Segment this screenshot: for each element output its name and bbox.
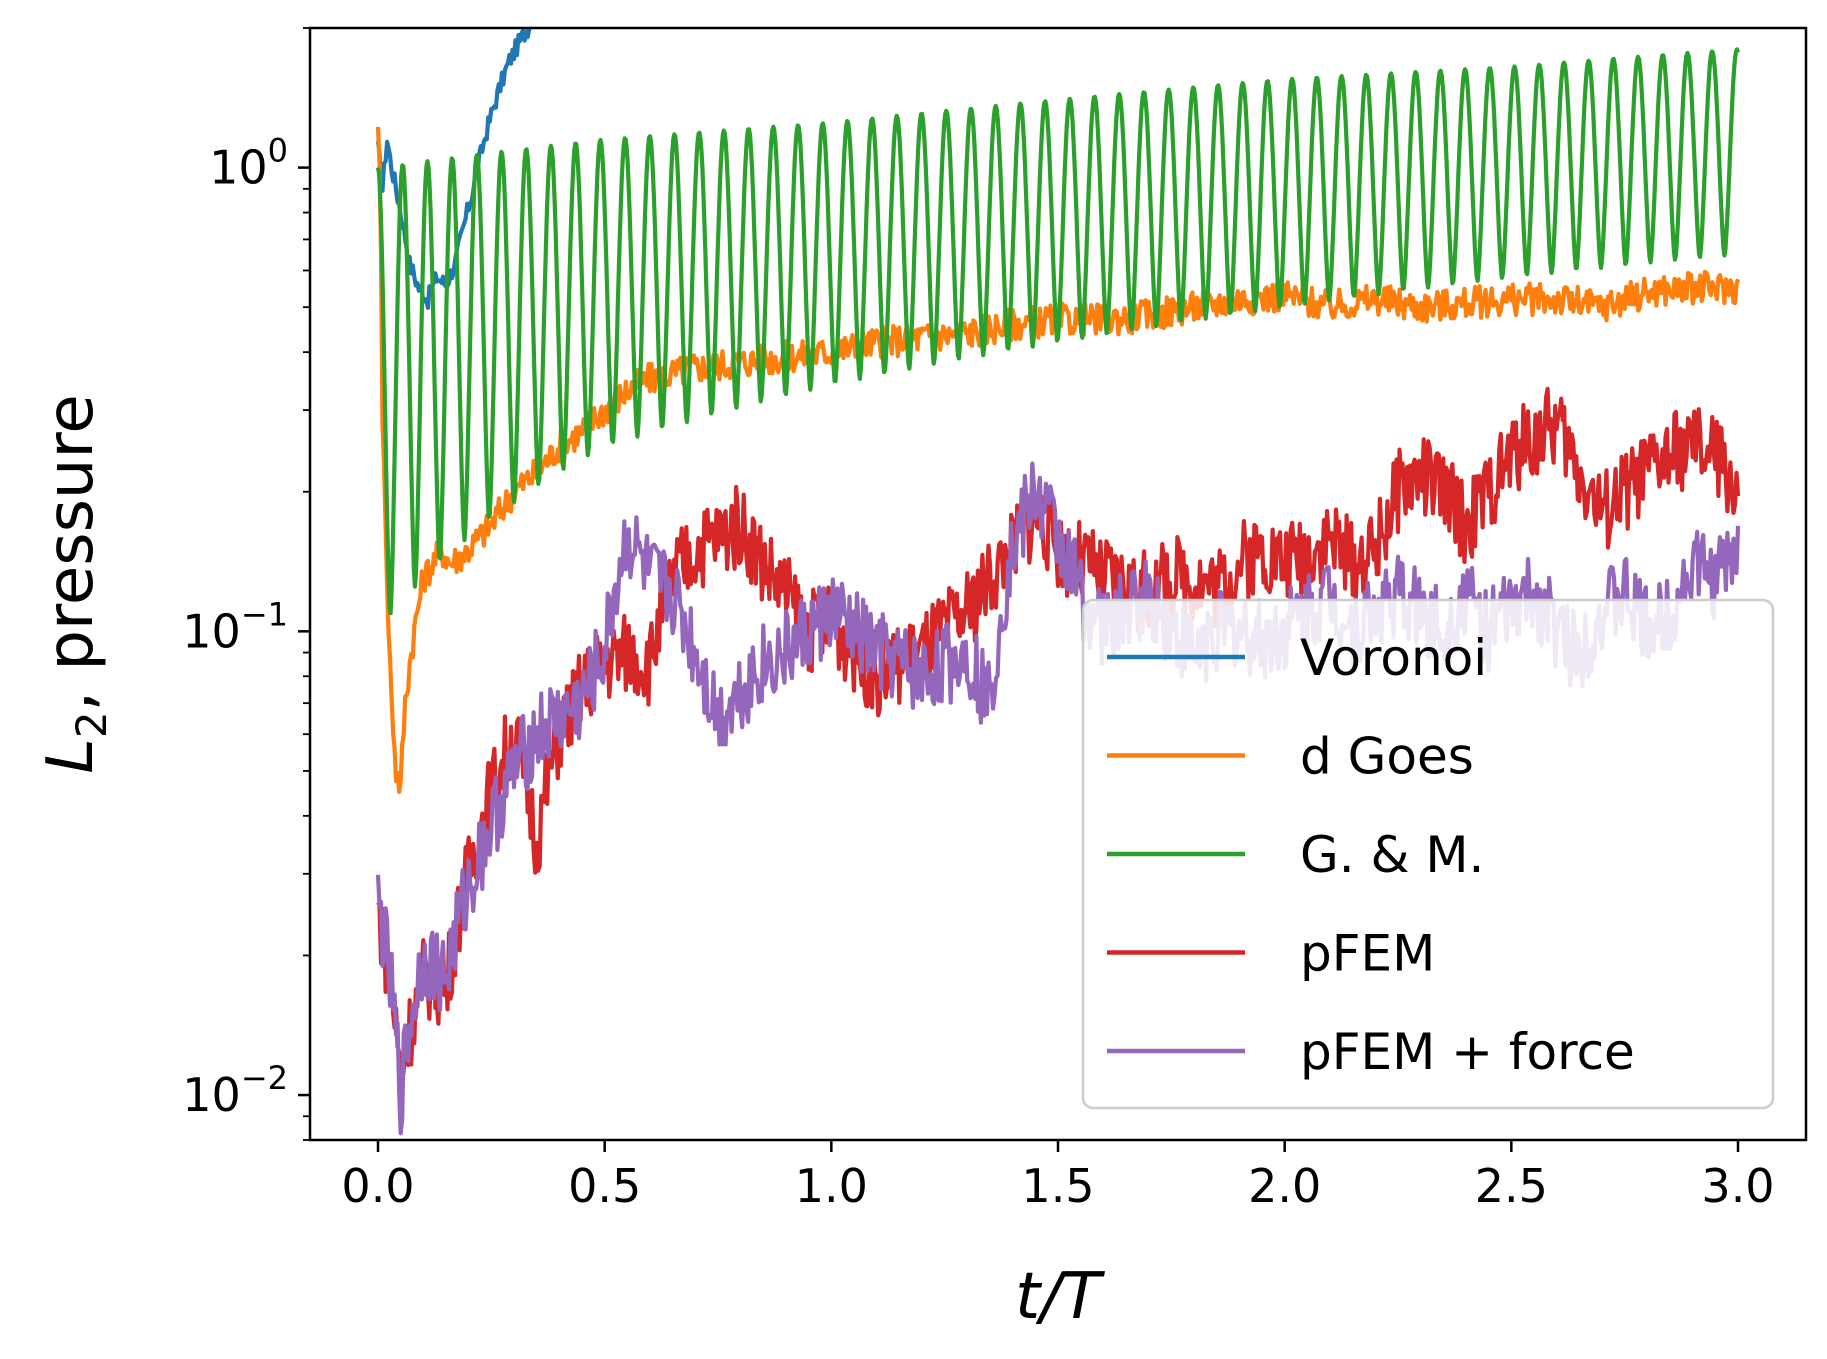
y-tick-label: 10−2 xyxy=(182,1059,288,1122)
y-tick-label: 10−1 xyxy=(182,595,288,658)
y-axis-title-rest: , pressure xyxy=(34,394,108,711)
x-tick-label: 0.5 xyxy=(568,1159,641,1213)
legend-label: d Goes xyxy=(1300,728,1474,786)
x-tick-label: 0.0 xyxy=(341,1159,414,1213)
legend-label: Voronoi xyxy=(1300,629,1487,687)
legend-label: pFEM + force xyxy=(1300,1023,1635,1081)
y-tick-label: 100 xyxy=(209,132,288,195)
y-axis-title-subscript: 2 xyxy=(67,711,116,738)
x-tick-label: 2.5 xyxy=(1475,1159,1548,1213)
x-axis-title: t/T xyxy=(1015,1260,1106,1334)
x-axis: 0.0 0.5 1.0 1.5 2.0 2.5 3.0 xyxy=(341,1140,1775,1213)
x-tick-label: 1.0 xyxy=(795,1159,868,1213)
x-tick-label: 1.5 xyxy=(1021,1159,1094,1213)
series-g-m-line xyxy=(375,47,1741,616)
legend: Voronoi d Goes G. & M. pFEM pFEM + force xyxy=(1081,598,1775,1110)
series-layer xyxy=(375,28,1741,1136)
series-pfem-force-line xyxy=(375,461,1741,1136)
legend-label: G. & M. xyxy=(1300,826,1484,884)
svg-text:L2, pressure: L2, pressure xyxy=(34,394,116,774)
y-axis-title: L2, pressure xyxy=(34,394,116,774)
y-axis: 10−2 10−1 100 xyxy=(182,27,310,1141)
x-tick-label: 2.0 xyxy=(1248,1159,1321,1213)
y-axis-title-symbol: L xyxy=(34,738,108,774)
legend-label: pFEM xyxy=(1300,925,1435,983)
legend-box xyxy=(1081,598,1775,1110)
x-tick-label: 3.0 xyxy=(1701,1159,1774,1213)
